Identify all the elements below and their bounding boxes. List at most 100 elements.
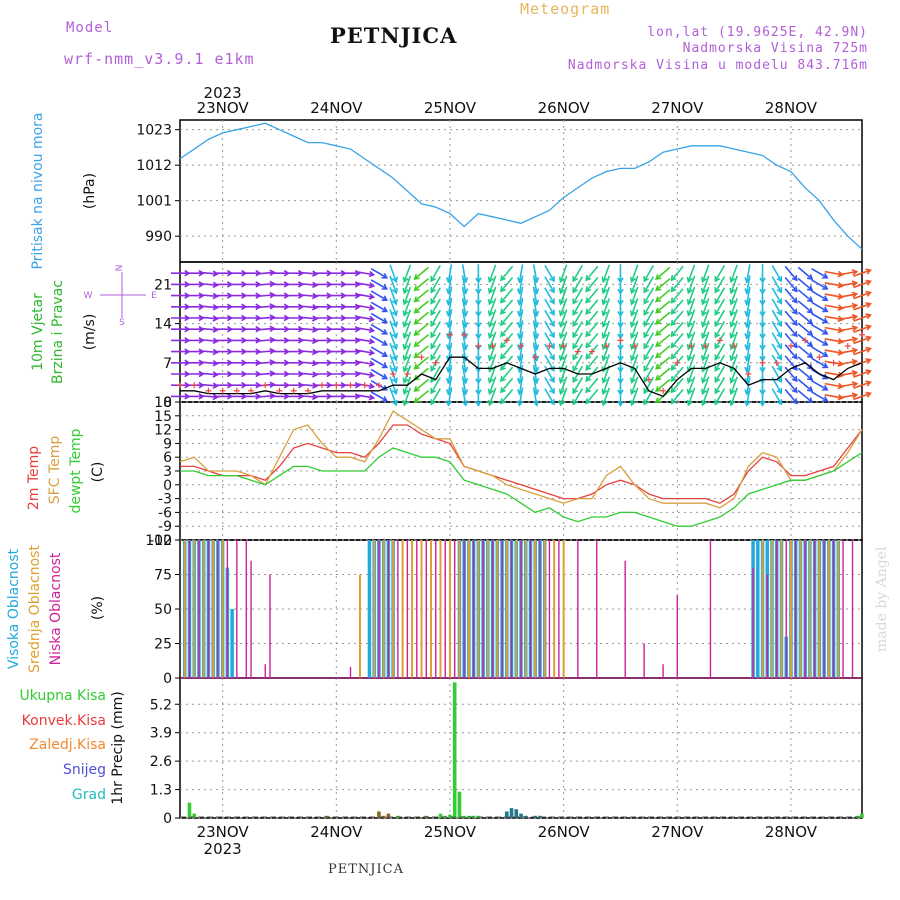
wind-arrow <box>585 377 599 393</box>
pressure-line <box>179 122 863 250</box>
wind-arrow <box>355 270 374 276</box>
wind-arrow <box>585 310 599 326</box>
wind-arrow-head <box>714 331 721 339</box>
wind-arrow-head <box>655 397 662 404</box>
wind-arrow <box>544 287 555 304</box>
wind-arrow-head <box>822 284 829 290</box>
precip-bar <box>386 813 391 818</box>
wind-arrow <box>853 381 871 390</box>
wind-arrow-head <box>851 336 859 343</box>
wind-arrow-head <box>585 308 592 315</box>
cloud-bar <box>416 540 418 678</box>
wind-arrow-head <box>670 353 677 360</box>
wind-arrow-head <box>461 400 469 407</box>
cloud-bar <box>463 540 465 678</box>
wind-arrow-head <box>643 287 650 294</box>
wind-arrow-head <box>532 333 540 340</box>
wind-arrow-head <box>500 308 506 315</box>
wind-arrow-head <box>655 307 662 314</box>
wind-arrow <box>714 265 726 282</box>
cloud-bar <box>212 540 215 678</box>
y-tick-label: -3 <box>158 492 172 508</box>
cloud-bar <box>193 540 196 678</box>
wind-arrow-head <box>851 313 859 321</box>
wind-arrow <box>602 298 611 316</box>
wind-arrow-head <box>549 275 555 283</box>
cloud-bar <box>269 574 271 678</box>
wind-arrow <box>544 309 555 327</box>
wind-arrow-head <box>643 365 650 372</box>
wind-arrow-head <box>475 322 482 329</box>
wind-arrow <box>430 377 441 394</box>
wind-arrow <box>585 265 599 281</box>
wind-arrow <box>500 344 514 360</box>
wind-arrow <box>838 360 857 366</box>
wind-arrow <box>797 278 813 291</box>
wind-arrow <box>687 298 696 316</box>
wind-arrow-head <box>391 298 398 306</box>
cloud-bar <box>373 540 376 678</box>
wind-arrow-head <box>865 357 872 365</box>
wind-arrow <box>572 354 584 371</box>
wind-arrow <box>771 365 782 383</box>
wind-arrow-head <box>776 365 783 372</box>
cloud-bar <box>505 540 508 678</box>
wind-arrow-head <box>714 343 721 350</box>
wind-arrow <box>670 332 684 348</box>
cloud-bar <box>837 540 840 678</box>
wind-arrow-head <box>759 389 766 396</box>
panel-frame-pressure <box>179 119 863 263</box>
wind-arrow-head <box>700 354 708 362</box>
wind-arrow-head <box>791 297 798 304</box>
wind-arrow <box>643 354 655 371</box>
cloud-bar <box>221 540 224 678</box>
wind-arrow-head <box>806 385 814 392</box>
wind-arrow-head <box>381 340 389 346</box>
wind-arrow <box>488 298 497 316</box>
wind-arrow <box>714 309 726 327</box>
wind-arrow-head <box>572 320 579 328</box>
panel-frame-precip <box>179 677 863 819</box>
wind-arrow-head <box>601 388 608 396</box>
cloud-bar <box>799 540 802 678</box>
wind-arrow-head <box>714 287 721 294</box>
wind-arrow-head <box>670 286 677 293</box>
wind-arrow <box>838 382 857 388</box>
wind-arrow-head <box>402 399 409 407</box>
wind-arrow-head <box>700 388 708 396</box>
wind-arrow <box>670 265 684 281</box>
wind-arrow-head <box>381 306 389 313</box>
wind-arrow <box>389 264 397 282</box>
wind-arrow <box>414 322 429 336</box>
wind-arrow-head <box>629 287 636 295</box>
precip-bar <box>504 811 509 818</box>
wind-arrow-head <box>744 288 751 295</box>
wind-arrow-head <box>430 331 437 339</box>
wind-arrow-head <box>487 388 494 396</box>
wind-arrow <box>714 321 726 338</box>
wind-arrow-head <box>655 285 662 292</box>
y-tick-label: 21 <box>154 277 172 293</box>
wind-arrow-head <box>381 362 389 369</box>
wind-arrow <box>797 378 813 392</box>
wind-arrow <box>853 280 871 289</box>
cloud-bar <box>217 540 219 678</box>
cloud-bar <box>501 540 503 678</box>
wind-arrow <box>414 378 429 392</box>
wind-arrow-head <box>558 354 565 362</box>
wind-arrow <box>811 391 828 402</box>
wind-arrow-head <box>686 276 693 284</box>
wind-arrow <box>355 282 374 287</box>
data-marks <box>171 122 872 818</box>
cloud-bar <box>236 540 238 678</box>
wind-arrow-head <box>851 381 859 388</box>
wind-arrow-head <box>532 344 540 351</box>
wind-arrow-head <box>617 344 624 351</box>
wind-arrow-head <box>572 298 579 305</box>
wind-arrow-head <box>532 377 540 385</box>
wind-arrow-head <box>413 307 420 314</box>
wind-arrow-head <box>617 288 624 295</box>
wind-arrow <box>797 322 813 336</box>
wind-arrow-head <box>729 388 736 396</box>
